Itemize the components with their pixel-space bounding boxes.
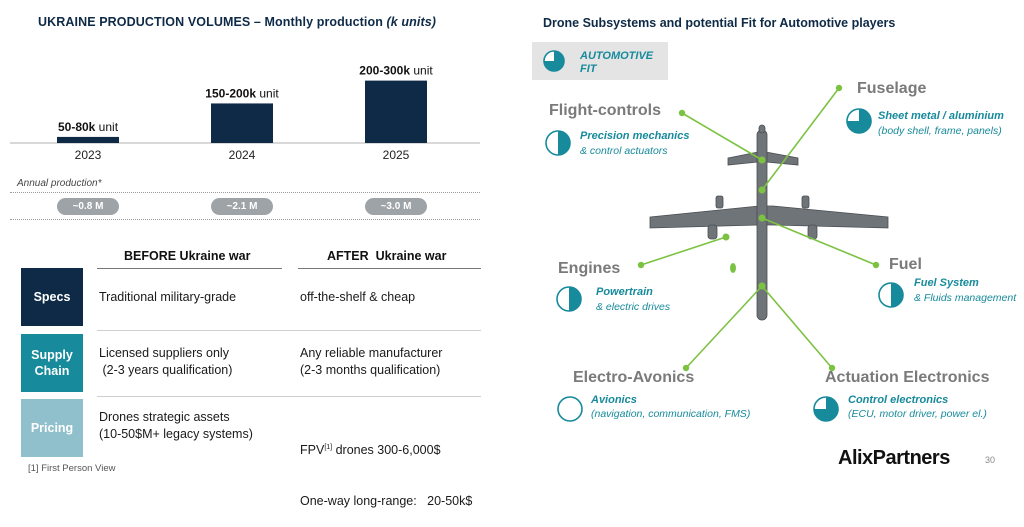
page-number: 30 [985,455,996,465]
after-war-header: AFTER Ukraine war [327,249,447,263]
brand-logo: AlixPartners [838,447,950,469]
annual-bottom-rule [10,219,480,220]
footnote: [1] First Person View [28,463,116,474]
connector-dot [758,156,766,164]
subsystem-title-actuation: Actuation Electronics [825,369,990,386]
data-label-2025: 200-300k unit [359,64,433,78]
after-header-rule [298,268,481,269]
connector-line-avionics [685,285,763,369]
annual-value-2023: ~0.8 M [57,198,119,215]
subsystem-desc-fuselage: (body shell, frame, panels) [878,125,1002,137]
fit-icon-electro-avionics [557,396,583,422]
subsystem-title-fuel: Fuel [889,256,922,273]
before-war-header: BEFORE Ukraine war [124,249,251,263]
connector-dot [835,84,843,92]
subsystem-desc-flight-controls: & control actuators [580,145,668,157]
subsystem-title-fuselage: Fuselage [857,80,927,97]
supply-before: Licensed suppliers only (2-3 years quali… [99,346,233,377]
subsystem-title-electro-avionics: Electro-Avonics [573,369,695,386]
bar-2025 [365,80,427,143]
fit-icon-fuel [878,282,904,308]
before-header-rule [97,268,282,269]
tick-label-2024: 2024 [229,148,256,162]
pricing-after: FPV[1] drones 300-6,000$ One-way long-ra… [300,443,473,509]
connector-lines [637,84,880,372]
connector-line-fuselage [761,87,840,191]
data-label-2023: 50-80k unit [58,120,119,134]
pricing-before: Drones strategic assets (10-50$M+ legacy … [99,410,253,441]
row-label-supply-chain: Supply Chain [21,334,83,392]
specs-before: Traditional military-grade [99,290,237,304]
subsystem-name-avionics: Avionics [591,394,637,406]
fit-icon-fuselage [846,108,872,134]
connector-dot [758,186,766,194]
legend-fit-icon [543,50,565,72]
subsystem-name-fuel: Fuel System [914,277,979,289]
subsystem-desc-fuel: & Fluids management [914,292,1017,304]
fit-fill [847,109,871,133]
specs-after: off-the-shelf & cheap [300,290,416,304]
bar-2023 [57,136,119,143]
data-label-2024: 150-200k unit [205,86,279,100]
subsystem-name-actuation: Control electronics [848,394,949,406]
annual-top-rule [10,192,480,193]
connector-dot [730,263,736,273]
fit-icon-flight-controls [545,130,571,156]
connector-dot [758,214,766,222]
connector-line-actuation [761,285,833,369]
subsystem-title-engines: Engines [558,260,621,277]
connector-dot [758,282,766,290]
subsystem-name-engines: Powertrain [596,286,653,298]
subsystem-title-flight-controls: Flight-controls [549,102,661,119]
connector-line-flight [681,112,763,161]
connector-dot [637,261,645,269]
row-label-specs: Specs [21,268,83,326]
subsystem-name-flight-controls: Precision mechanics [580,130,690,142]
connector-line-engines [640,236,727,266]
row-divider [97,396,481,397]
drone-diagram [637,84,889,372]
annual-production-label: Annual production* [17,178,102,189]
connector-dot [682,364,690,372]
connector-dot [828,364,836,372]
subsystem-name-fuselage: Sheet metal / aluminium [878,110,1004,122]
fit-fill [569,287,581,311]
fit-fill [891,283,903,307]
row-label-pricing: Pricing [21,399,83,457]
connector-dot [872,261,880,269]
connector-line-fuel [761,217,877,266]
production-bar-chart: 50-80k unit 2023 150-200k unit 2024 200-300k… [10,64,480,162]
drone-illustration [649,124,889,321]
bar-2024 [211,103,273,143]
annual-value-2025: ~3.0 M [365,198,427,215]
legend-text: AUTOMOTIVE FIT [580,50,654,75]
production-title: UKRAINE PRODUCTION VOLUMES – Monthly pro… [38,15,437,29]
connector-dot [678,109,686,117]
fit-icon-actuation [813,396,839,422]
tick-label-2023: 2023 [75,148,102,162]
connector-dot [722,233,730,241]
fit-ring [557,396,583,422]
row-divider [97,330,481,331]
subsystem-desc-avionics: (navigation, communication, FMS) [591,408,751,420]
subsystem-desc-actuation: (ECU, motor driver, power el.) [848,408,987,420]
tick-label-2025: 2025 [383,148,410,162]
fit-fill [814,397,838,421]
fit-fill [558,131,570,155]
subsystems-title: Drone Subsystems and potential Fit for A… [543,16,896,30]
supply-after: Any reliable manufacturer (2-3 months qua… [300,346,443,377]
fit-icon-engines [556,286,582,312]
annual-value-2024: ~2.1 M [211,198,273,215]
subsystem-desc-engines: & electric drives [596,301,671,313]
